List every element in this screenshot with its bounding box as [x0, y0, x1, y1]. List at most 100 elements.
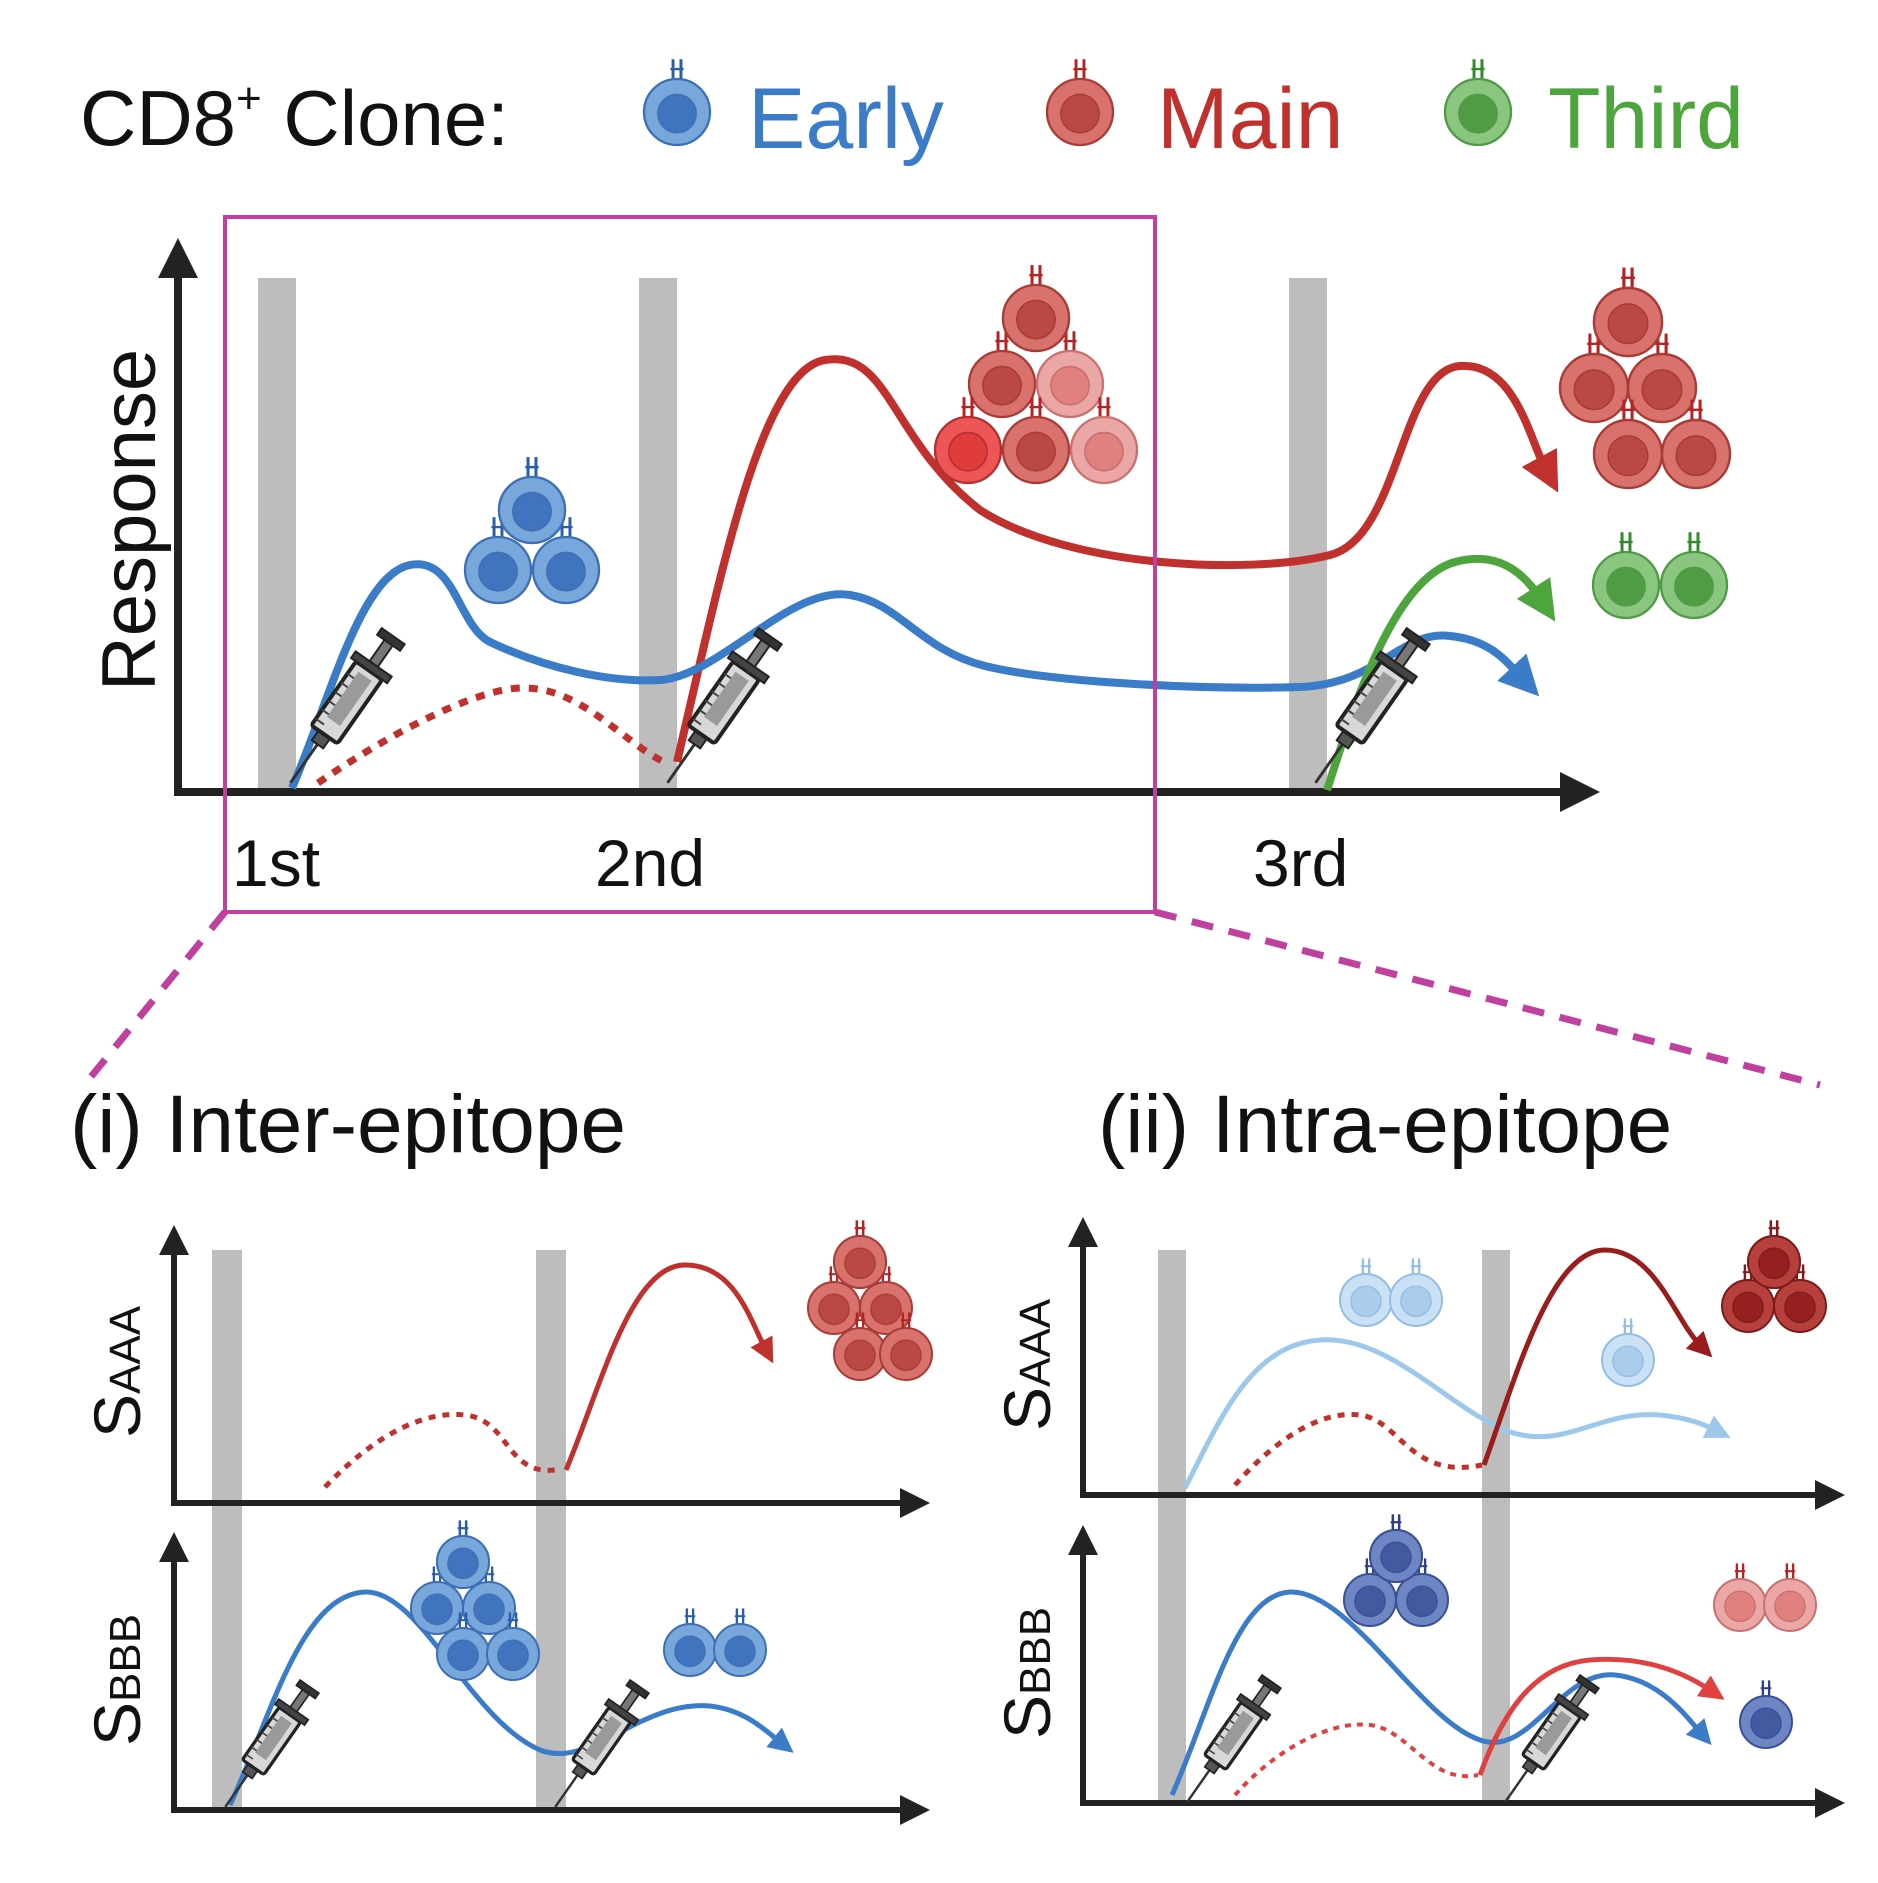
dose-bar-3 [1289, 278, 1327, 788]
zoom-line-left [87, 909, 228, 1081]
zoom-line-right [1154, 908, 1821, 1089]
cell-icon [1763, 1563, 1817, 1632]
main-clone-cell-cluster [807, 1220, 933, 1381]
top-y-axis-label: SAAA [80, 1305, 154, 1438]
cell-icon [663, 1608, 717, 1677]
cell-icon [1369, 1514, 1423, 1583]
cell-icon [1069, 397, 1139, 485]
cell-icon [1045, 59, 1115, 147]
zoom-box [223, 215, 1157, 914]
cell-icon [486, 1612, 540, 1681]
dose-bar-2 [536, 1250, 566, 1810]
cell-icon [1659, 532, 1729, 620]
cell-icon [933, 397, 1003, 485]
y-axis-label: Response [87, 349, 172, 691]
cell-icon [1001, 265, 1071, 353]
early-clone-cell-icon [642, 59, 712, 147]
legend-label-early: Early [748, 71, 944, 167]
light-red-clone-cell-cluster [1713, 1563, 1817, 1632]
panel-intra-epitope: (ii) Intra-epitope SAAA SBBB [990, 1079, 1845, 1818]
syringe-icon [289, 626, 407, 784]
cell-icon [1747, 1220, 1801, 1289]
main-clone-dotted-curve [1233, 1411, 1483, 1487]
bright-red-clone-response-curve [1477, 1656, 1725, 1776]
dark-blue-clone-cell-cluster [1343, 1514, 1449, 1627]
cell-icon [967, 331, 1037, 419]
dose-bar-1 [212, 1250, 242, 1810]
main-clone-dotted-curve [323, 1411, 556, 1489]
cell-icon [642, 59, 712, 147]
legend-label-main: Main [1157, 71, 1343, 167]
panel-inter-epitope: (i) Inter-epitope SAAA SBBB [70, 1079, 933, 1825]
dose-bar-2 [1482, 1250, 1510, 1805]
legend-title: CD8+ Clone: [80, 74, 509, 162]
syringe-icon [666, 626, 784, 784]
panel-ii-title: (ii) Intra-epitope [1098, 1079, 1672, 1170]
syringe-icon [224, 1678, 321, 1808]
syringe-icon [1314, 626, 1432, 784]
dose-label-1st: 1st [232, 826, 320, 900]
cell-icon [497, 457, 567, 545]
early-clone-cell-cluster [663, 1608, 767, 1677]
main-clone-response-curve [563, 1262, 774, 1471]
main-clone-cell-cluster [1558, 267, 1732, 490]
panel-i-title: (i) Inter-epitope [70, 1079, 626, 1170]
legend-label-third: Third [1548, 71, 1744, 167]
early-clone-cell-cluster [410, 1520, 540, 1681]
bottom-y-axis-label: SBBB [80, 1614, 154, 1746]
cell-icon [1591, 532, 1661, 620]
main-clone-dotted-curve [316, 684, 666, 786]
early-clone-cell-cluster [463, 457, 601, 605]
legend: CD8+ Clone: Early Main Third [80, 59, 1744, 167]
syringe-icon [554, 1678, 651, 1808]
main-clone-dotted-curve [1233, 1722, 1479, 1797]
early-clone-response-curve [227, 1589, 794, 1807]
top-y-axis-label: SAAA [990, 1298, 1064, 1431]
dose-label-3rd: 3rd [1253, 826, 1348, 900]
cell-icon [1035, 331, 1105, 419]
cell-icon [531, 517, 601, 605]
cell-icon [1395, 1558, 1449, 1627]
main-clone-cell-cluster [933, 265, 1139, 485]
cell-icon [410, 1566, 464, 1635]
cell-icon [1773, 1264, 1827, 1333]
main-clone-response-curve [673, 355, 1559, 763]
cell-icon [1713, 1563, 1767, 1632]
light-blue-clone-response-curve [1182, 1337, 1731, 1490]
cell-icon [833, 1220, 887, 1289]
dark-red-clone-response-curve [1481, 1247, 1713, 1466]
cell-icon [1443, 59, 1513, 147]
cell-icon [859, 1266, 913, 1335]
dose-label-2nd: 2nd [595, 826, 705, 900]
light-blue-clone-cell [1601, 1318, 1655, 1387]
main-panel: Response 1st 2nd 3rd [87, 215, 1821, 1089]
dark-red-clone-cell-cluster [1721, 1220, 1827, 1333]
cell-icon [1626, 333, 1698, 424]
syringe-icon [1186, 1673, 1283, 1803]
cell-icon [1339, 1258, 1393, 1327]
cell-icon [833, 1312, 887, 1381]
syringe-icon [1504, 1673, 1601, 1803]
cell-icon [1592, 267, 1664, 358]
cell-icon [1001, 397, 1071, 485]
cell-icon [1389, 1258, 1443, 1327]
dose-bar-2 [639, 278, 677, 788]
light-blue-clone-cell-cluster [1339, 1258, 1443, 1327]
dose-bar-1 [258, 278, 296, 788]
cell-icon [713, 1608, 767, 1677]
early-clone-response-curve [1169, 1589, 1712, 1797]
main-clone-cell-icon [1045, 59, 1115, 147]
cell-icon [1558, 333, 1630, 424]
third-clone-cell-cluster [1591, 532, 1729, 620]
cell-icon [1739, 1680, 1793, 1749]
dark-blue-clone-cell [1739, 1680, 1793, 1749]
cell-icon [1601, 1318, 1655, 1387]
cell-icon [1592, 399, 1664, 490]
cell-icon [879, 1312, 933, 1381]
cell-icon [436, 1520, 490, 1589]
cell-icon [1660, 399, 1732, 490]
cell-icon [462, 1566, 516, 1635]
bottom-y-axis-label: SBBB [990, 1607, 1064, 1739]
third-clone-cell-icon [1443, 59, 1513, 147]
dose-bar-1 [1158, 1250, 1186, 1805]
